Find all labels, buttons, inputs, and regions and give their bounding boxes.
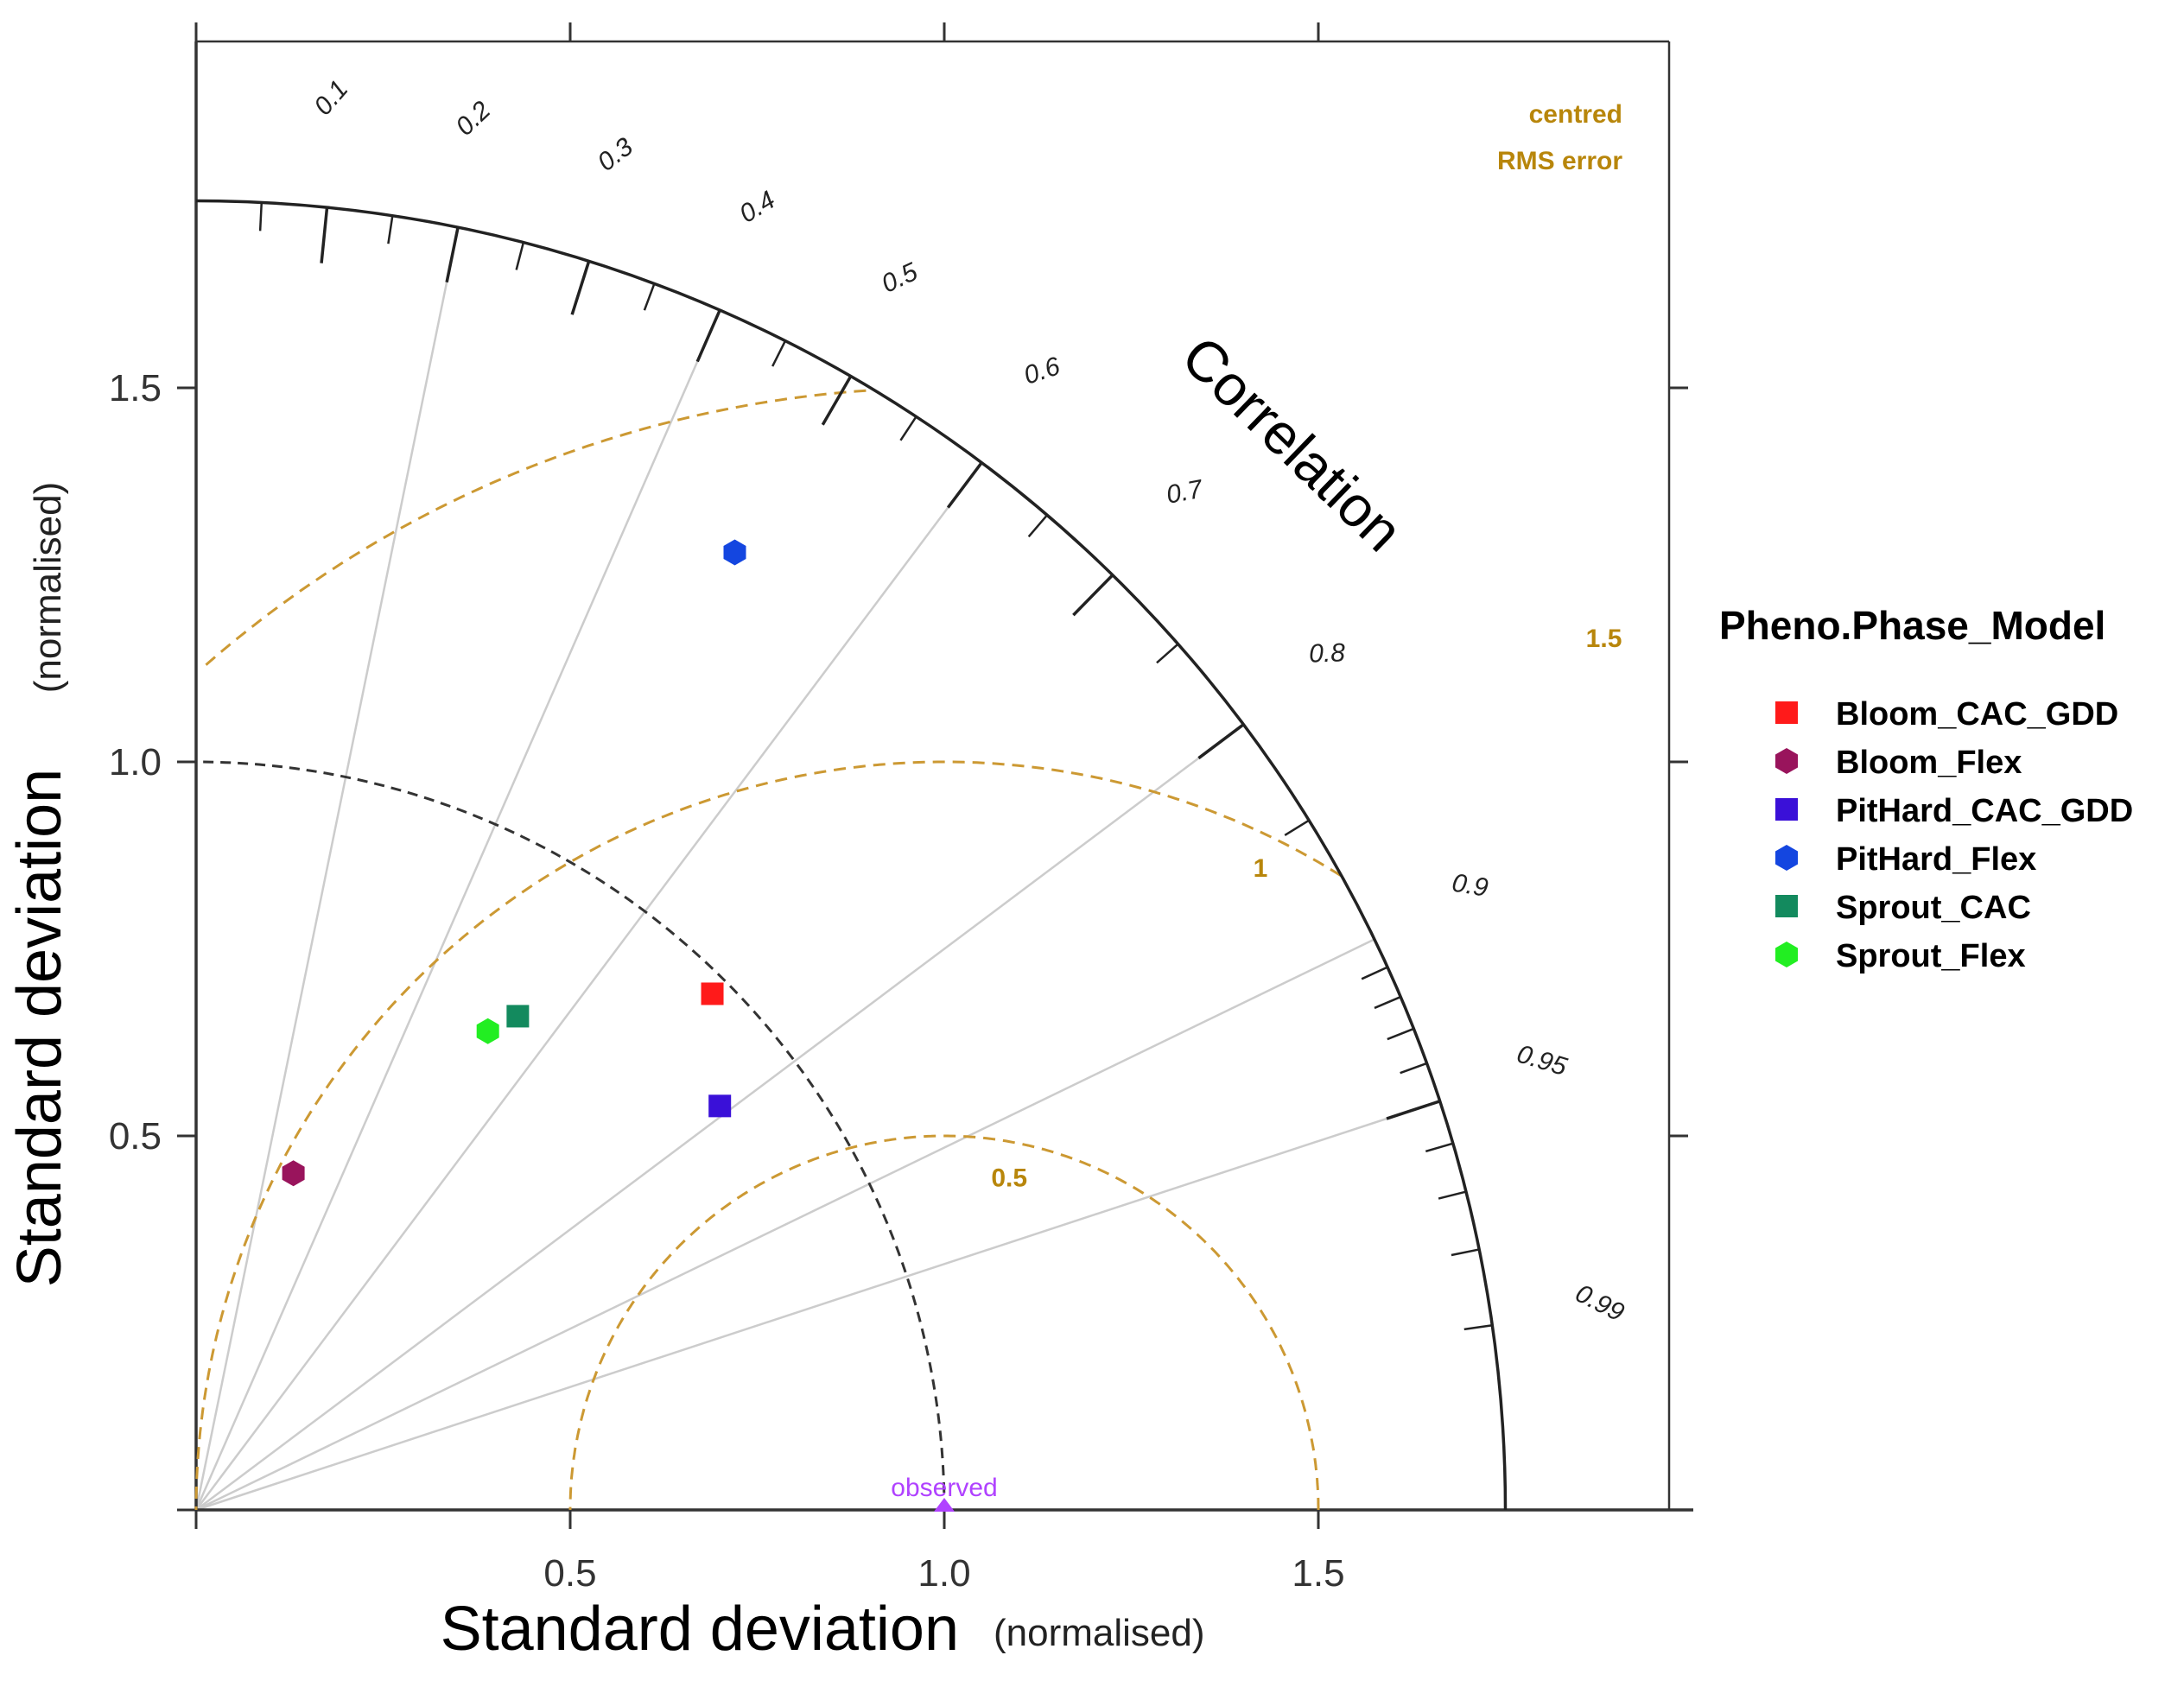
- arcs-layer: [194, 199, 1508, 1511]
- correlation-tick: [1463, 1323, 1493, 1331]
- data-point-sprout-flex: [476, 1018, 499, 1044]
- x-axis-unit: (normalised): [994, 1612, 1205, 1654]
- correlation-line-0.2: [194, 226, 460, 1511]
- correlation-line-0.4: [194, 309, 721, 1511]
- y-axis-unit: (normalised): [27, 482, 69, 694]
- correlation-tick: [1027, 514, 1049, 538]
- correlation-tick: [320, 206, 329, 263]
- x-axis-title: Standard deviation: [441, 1595, 959, 1664]
- correlation-tick: [1156, 643, 1179, 664]
- correlation-tick-label: 0.3: [593, 132, 638, 177]
- rms-contour-0.5: [568, 1134, 1320, 1510]
- rms-contour-label: 0.5: [991, 1164, 1027, 1193]
- legend-marker-pithard-flex: [1775, 845, 1798, 871]
- legend-label: PitHard_Flex: [1836, 841, 2036, 878]
- y-tick-label: 1.5: [109, 367, 162, 409]
- correlation-tick-label: 0.7: [1164, 474, 1205, 509]
- legend-label: Sprout_CAC: [1836, 890, 2031, 926]
- correlation-line-0.9: [195, 938, 1375, 1512]
- plot-frame: [177, 22, 1693, 1529]
- correlation-tick-label: 0.1: [308, 75, 353, 121]
- correlation-tick-label: 0.99: [1571, 1279, 1628, 1328]
- correlation-tick-label: 0.6: [1020, 352, 1063, 390]
- data-point-pithard-cac-gdd: [708, 1094, 732, 1118]
- correlation-tick: [1374, 995, 1401, 1010]
- reference-sd-arc: [195, 760, 946, 1511]
- correlation-tick: [570, 260, 591, 315]
- y-axis-title: Standard deviation: [5, 769, 74, 1287]
- correlation-tick-label: 0.5: [877, 257, 922, 299]
- correlation-tick: [1197, 723, 1245, 760]
- correlation-tick: [946, 461, 983, 509]
- rms-contour-label: 1: [1254, 854, 1268, 883]
- y-tick-label: 1.0: [109, 741, 162, 783]
- correlation-tick-label: 0.2: [450, 96, 496, 142]
- correlation-tick-label: 0.4: [734, 186, 780, 229]
- correlation-tick: [1386, 1100, 1441, 1120]
- data-point-sprout-cac: [506, 1005, 530, 1028]
- correlation-tick: [821, 375, 853, 426]
- x-tick-label: 1.5: [1292, 1552, 1344, 1595]
- rms-contour-1: [194, 760, 1342, 1510]
- legend-title: Pheno.Phase_Model: [1719, 603, 2105, 648]
- legend-marker-sprout-cac: [1775, 895, 1798, 917]
- correlation-tick: [387, 215, 394, 244]
- correlation-tick: [643, 282, 656, 311]
- data-point-bloom-flex: [282, 1160, 305, 1187]
- rms-title-line2: RMS error: [1497, 147, 1622, 175]
- observed-label: observed: [891, 1474, 997, 1502]
- correlation-tick: [771, 340, 787, 367]
- correlation-tick: [258, 202, 263, 231]
- legend-marker-bloom-cac-gdd: [1775, 701, 1798, 724]
- correlation-tick: [1451, 1248, 1480, 1257]
- x-tick-label: 0.5: [543, 1552, 596, 1595]
- outer-sd-arc: [195, 199, 1508, 1511]
- legend-marker-bloom-flex: [1775, 748, 1798, 774]
- observed-marker: [934, 1498, 955, 1512]
- correlation-tick: [1072, 574, 1114, 617]
- legend: Bloom_CAC_GDD Bloom_Flex PitHard_CAC_GDD Pi…: [1775, 696, 2133, 974]
- legend-label: Bloom_CAC_GDD: [1836, 696, 2118, 733]
- rms-contour-1.5: [200, 389, 867, 671]
- correlation-tick: [1438, 1190, 1467, 1200]
- correlation-tick-label: 0.9: [1450, 869, 1490, 903]
- data-point-pithard-flex: [723, 539, 746, 566]
- correlation-tick: [695, 309, 721, 363]
- correlation-tick: [1284, 819, 1310, 837]
- y-tick-label: 0.5: [109, 1115, 162, 1157]
- correlation-tick: [1361, 966, 1388, 980]
- correlation-tick: [1400, 1062, 1427, 1075]
- correlation-tick: [1425, 1142, 1454, 1153]
- legend-marker-sprout-flex: [1775, 942, 1798, 967]
- correlation-tick: [1387, 1027, 1414, 1041]
- legend-marker-pithard-cac-gdd: [1775, 798, 1798, 821]
- correlation-tick: [445, 226, 460, 283]
- labels-layer: centred RMS error Correlation Standard d…: [5, 75, 2105, 1664]
- data-point-bloom-cac-gdd: [701, 982, 724, 1005]
- grid-layer: [194, 226, 1441, 1512]
- correlation-tick: [515, 242, 525, 270]
- legend-label: Sprout_Flex: [1836, 938, 2026, 974]
- correlation-line-0.6: [195, 461, 983, 1511]
- legend-label: Bloom_Flex: [1836, 745, 2022, 781]
- correlation-line-0.95: [195, 1100, 1441, 1512]
- x-tick-label: 1.0: [917, 1552, 970, 1595]
- correlation-tick-label: 0.95: [1514, 1040, 1571, 1082]
- legend-label: PitHard_CAC_GDD: [1836, 793, 2133, 829]
- correlation-tick: [899, 415, 917, 441]
- rms-title-line1: centred: [1529, 100, 1622, 129]
- points-layer: [282, 539, 955, 1512]
- correlation-tick-label: 0.8: [1309, 638, 1346, 668]
- correlation-title: Correlation: [1170, 324, 1415, 563]
- rms-contour-label: 1.5: [1586, 625, 1622, 653]
